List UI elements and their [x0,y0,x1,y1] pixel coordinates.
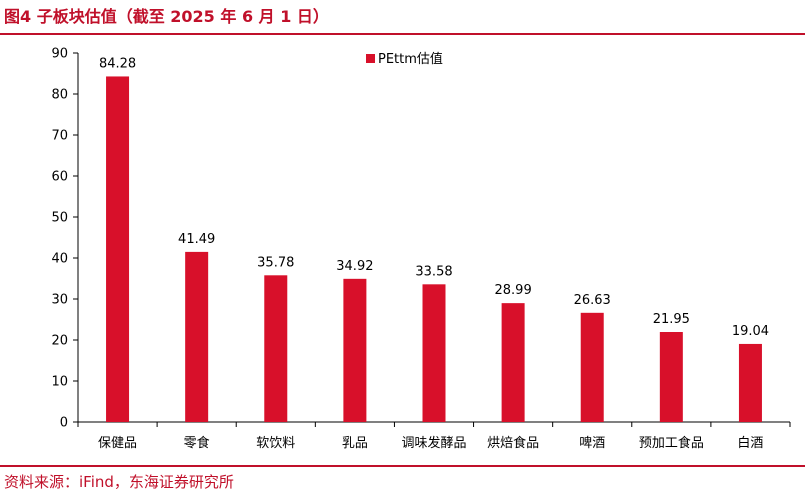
category-label: 保健品 [98,436,137,451]
source-rule [0,465,805,467]
figure-title: 图4 子板块估值（截至 2025 年 6 月 1 日） [4,7,329,26]
bar [185,251,209,422]
bar [659,332,683,422]
category-label: 软饮料 [256,436,295,451]
y-tick-label: 80 [51,88,68,103]
bar [422,284,446,422]
data-label: 84.28 [99,56,136,71]
data-label: 33.58 [415,264,452,279]
data-label: 28.99 [495,283,532,298]
y-tick-label: 70 [51,129,68,144]
legend-label: PEttm估值 [378,51,443,67]
y-tick-label: 20 [51,334,68,349]
bar-chart: 0 10 20 30 40 50 60 70 80 90 84.28 保健品 41.49 零食 35.78 软… [51,47,791,451]
y-tick-label: 0 [60,416,68,431]
bar [501,303,525,422]
y-tick-label: 90 [51,47,68,62]
category-label: 零食 [184,435,210,451]
category-label: 预加工食品 [639,435,704,451]
bar [580,312,604,422]
bar [264,275,288,422]
y-tick-label: 10 [51,375,68,390]
category-label: 烘焙食品 [487,435,539,451]
category-label: 调味发酵品 [401,435,466,451]
data-label: 26.63 [574,293,611,308]
data-label: 34.92 [336,259,373,274]
bar [106,76,130,422]
data-label: 19.04 [732,324,769,339]
category-label: 白酒 [737,435,763,451]
data-label: 41.49 [178,232,215,247]
bar [343,278,367,422]
category-label: 啤酒 [579,436,605,451]
data-label: 21.95 [653,312,690,327]
y-tick-label: 60 [51,170,68,185]
bar [738,343,762,422]
y-tick-label: 30 [51,293,68,308]
category-label: 乳品 [342,436,368,451]
title-rule [0,33,805,35]
y-tick-label: 50 [51,211,68,226]
y-tick-label: 40 [51,252,68,267]
data-label: 35.78 [257,255,294,270]
source-note: 资料来源：iFind，东海证券研究所 [4,473,234,491]
legend-swatch [366,54,375,63]
